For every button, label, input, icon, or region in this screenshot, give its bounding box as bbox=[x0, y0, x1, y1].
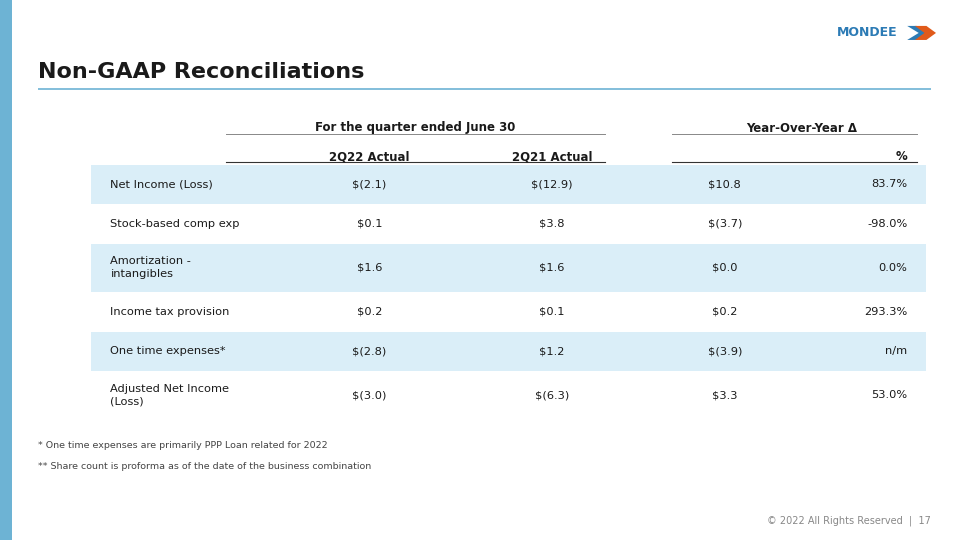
Text: $0.2: $0.2 bbox=[357, 307, 382, 317]
Text: $(3.9): $(3.9) bbox=[708, 346, 742, 356]
Text: MONDEE: MONDEE bbox=[837, 26, 898, 39]
Text: © 2022 All Rights Reserved  |  17: © 2022 All Rights Reserved | 17 bbox=[767, 516, 931, 526]
Text: 2Q21 Actual: 2Q21 Actual bbox=[512, 150, 592, 163]
Text: $0.1: $0.1 bbox=[357, 219, 382, 229]
Text: * One time expenses are primarily PPP Loan related for 2022: * One time expenses are primarily PPP Lo… bbox=[38, 441, 328, 450]
Text: $(2.8): $(2.8) bbox=[352, 346, 387, 356]
Bar bbox=[91, 332, 926, 371]
Text: -98.0%: -98.0% bbox=[867, 219, 907, 229]
Text: $(2.1): $(2.1) bbox=[352, 179, 387, 190]
Text: $3.3: $3.3 bbox=[712, 390, 737, 400]
Text: $0.1: $0.1 bbox=[540, 307, 564, 317]
Text: $(12.9): $(12.9) bbox=[531, 179, 573, 190]
Text: 2Q22 Actual: 2Q22 Actual bbox=[329, 150, 410, 163]
Text: For the quarter ended June 30: For the quarter ended June 30 bbox=[315, 122, 515, 134]
Polygon shape bbox=[907, 26, 928, 40]
Text: $(3.7): $(3.7) bbox=[708, 219, 742, 229]
Text: %: % bbox=[896, 150, 907, 163]
Text: $0.2: $0.2 bbox=[712, 307, 737, 317]
Text: Income tax provision: Income tax provision bbox=[110, 307, 229, 317]
Text: 293.3%: 293.3% bbox=[864, 307, 907, 317]
Polygon shape bbox=[915, 26, 936, 40]
Bar bbox=[91, 244, 926, 292]
Text: Amortization -
intangibles: Amortization - intangibles bbox=[110, 256, 191, 279]
Text: Adjusted Net Income
(Loss): Adjusted Net Income (Loss) bbox=[110, 384, 229, 407]
Text: Net Income (Loss): Net Income (Loss) bbox=[110, 179, 213, 190]
Text: Stock-based comp exp: Stock-based comp exp bbox=[110, 219, 240, 229]
Text: $(6.3): $(6.3) bbox=[535, 390, 569, 400]
Text: $10.8: $10.8 bbox=[708, 179, 741, 190]
Text: n/m: n/m bbox=[885, 346, 907, 356]
Text: $(3.0): $(3.0) bbox=[352, 390, 387, 400]
Text: 53.0%: 53.0% bbox=[871, 390, 907, 400]
Text: ** Share count is proforma as of the date of the business combination: ** Share count is proforma as of the dat… bbox=[38, 462, 372, 471]
Bar bbox=[0, 0, 12, 540]
Text: $1.2: $1.2 bbox=[540, 346, 564, 356]
Text: Non-GAAP Reconciliations: Non-GAAP Reconciliations bbox=[38, 62, 365, 82]
Text: Year-Over-Year Δ: Year-Over-Year Δ bbox=[746, 122, 857, 134]
Text: $1.6: $1.6 bbox=[540, 263, 564, 273]
Bar bbox=[91, 165, 926, 204]
Text: One time expenses*: One time expenses* bbox=[110, 346, 226, 356]
Text: $0.0: $0.0 bbox=[712, 263, 737, 273]
Text: 83.7%: 83.7% bbox=[871, 179, 907, 190]
Text: $3.8: $3.8 bbox=[540, 219, 564, 229]
Text: $1.6: $1.6 bbox=[357, 263, 382, 273]
Text: 0.0%: 0.0% bbox=[878, 263, 907, 273]
